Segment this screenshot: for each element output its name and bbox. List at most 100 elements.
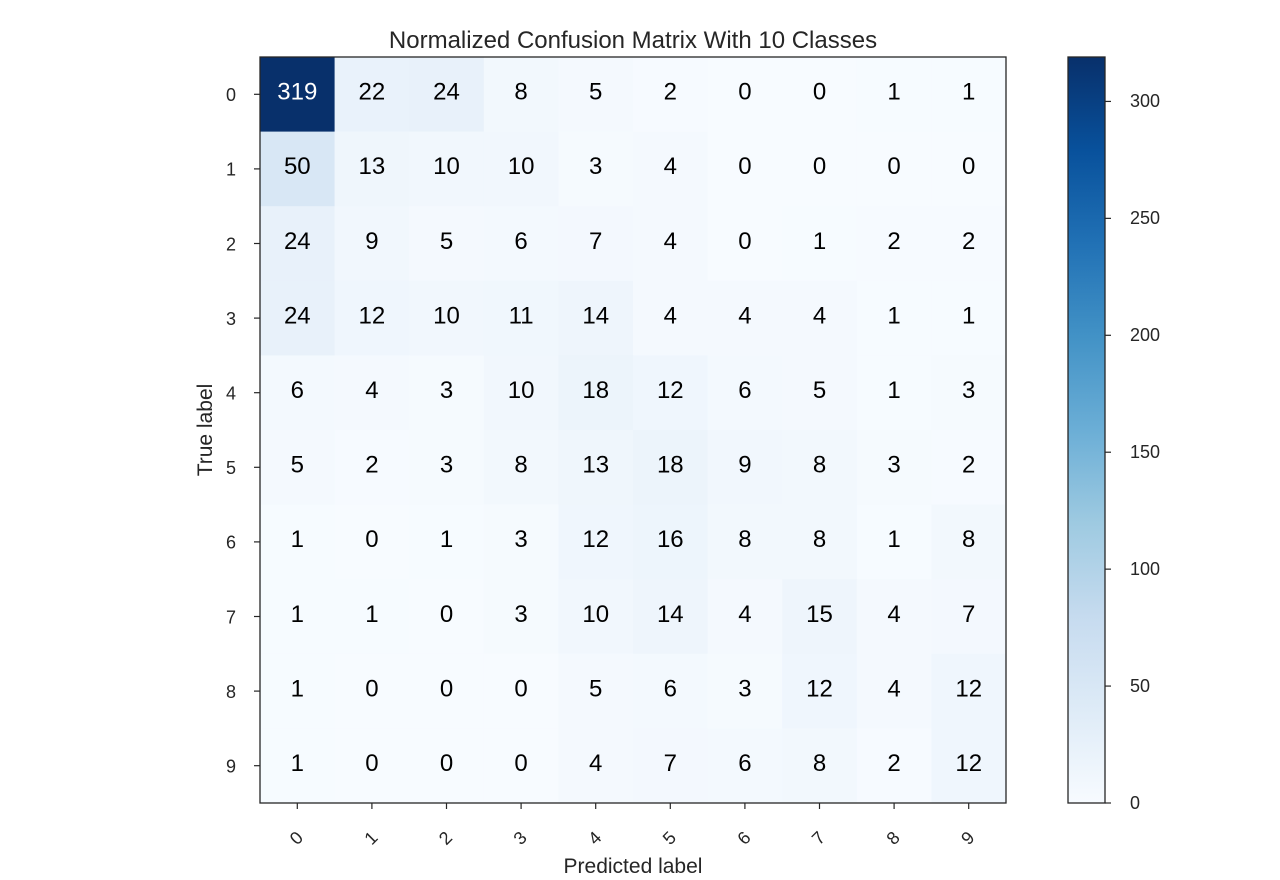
- matrix-cell: [260, 355, 336, 431]
- matrix-cell: [856, 579, 932, 655]
- cell-value-label: 0: [514, 675, 527, 702]
- matrix-cell: [633, 728, 709, 804]
- matrix-cell: [931, 653, 1007, 729]
- matrix-cell: [707, 579, 783, 655]
- y-tick-label: 1: [226, 160, 236, 180]
- cell-value-label: 1: [440, 526, 453, 553]
- x-tick-label: 9: [957, 828, 978, 849]
- cell-value-label: 14: [582, 302, 609, 329]
- colorbar-tick-label: 200: [1130, 325, 1160, 345]
- matrix-cell: [483, 280, 559, 356]
- y-tick-label: 9: [226, 756, 236, 776]
- cell-value-label: 10: [433, 153, 460, 180]
- matrix-cell: [260, 131, 336, 207]
- cell-value-label: 8: [514, 452, 527, 479]
- matrix-cell: [782, 430, 858, 506]
- cell-value-label: 4: [664, 228, 677, 255]
- matrix-cell: [633, 131, 709, 207]
- cell-value-label: 6: [664, 675, 677, 702]
- matrix-cell: [483, 653, 559, 729]
- x-tick-label: 5: [659, 828, 680, 849]
- x-axis-label: Predicted label: [564, 855, 703, 878]
- cell-value-label: 3: [962, 377, 975, 404]
- matrix-cell: [558, 430, 634, 506]
- matrix-cell: [856, 57, 932, 133]
- x-tick-label: 3: [510, 828, 531, 849]
- cell-value-label: 4: [887, 601, 900, 628]
- cell-value-label: 3: [589, 153, 602, 180]
- matrix-cell: [782, 355, 858, 431]
- cell-value-label: 12: [806, 675, 833, 702]
- cell-value-label: 0: [738, 228, 751, 255]
- matrix-cell: [782, 504, 858, 580]
- y-tick-label: 5: [226, 458, 236, 478]
- cell-value-label: 8: [514, 79, 527, 106]
- cell-value-label: 50: [284, 153, 311, 180]
- cell-value-label: 10: [582, 601, 609, 628]
- matrix-cell: [260, 280, 336, 356]
- cell-value-label: 24: [284, 302, 311, 329]
- x-tick-label: 6: [733, 828, 754, 849]
- colorbar-tick-label: 0: [1130, 793, 1140, 813]
- matrix-cell: [633, 430, 709, 506]
- cell-value-label: 13: [582, 452, 609, 479]
- cell-value-label: 0: [813, 153, 826, 180]
- cell-value-label: 0: [962, 153, 975, 180]
- matrix-cells: [260, 57, 1007, 804]
- cell-value-label: 3: [440, 452, 453, 479]
- cell-value-label: 3: [514, 526, 527, 553]
- matrix-cell: [409, 206, 485, 282]
- cell-value-label: 1: [291, 601, 304, 628]
- matrix-cell: [633, 280, 709, 356]
- cell-value-label: 8: [813, 526, 826, 553]
- cell-value-label: 7: [962, 601, 975, 628]
- matrix-cell: [260, 57, 336, 133]
- colorbar-tick-label: 150: [1130, 442, 1160, 462]
- cell-value-label: 3: [514, 601, 527, 628]
- matrix-cell: [782, 728, 858, 804]
- cell-value-label: 2: [962, 452, 975, 479]
- matrix-cell: [931, 579, 1007, 655]
- cell-value-label: 10: [508, 377, 535, 404]
- cell-value-label: 4: [664, 302, 677, 329]
- matrix-cell: [334, 430, 410, 506]
- y-tick-label: 6: [226, 533, 236, 553]
- matrix-cell: [409, 504, 485, 580]
- cell-value-label: 2: [664, 79, 677, 106]
- cell-value-label: 6: [514, 228, 527, 255]
- cell-value-label: 24: [433, 79, 460, 106]
- matrix-cell: [260, 206, 336, 282]
- matrix-cell: [409, 653, 485, 729]
- cell-value-label: 5: [589, 675, 602, 702]
- cell-value-label: 24: [284, 228, 311, 255]
- matrix-cell: [334, 504, 410, 580]
- cell-value-label: 1: [887, 526, 900, 553]
- cell-value-label: 0: [813, 79, 826, 106]
- y-tick-label: 7: [226, 607, 236, 627]
- matrix-cell: [707, 131, 783, 207]
- matrix-cell: [334, 131, 410, 207]
- matrix-cell: [260, 728, 336, 804]
- cell-value-label: 10: [508, 153, 535, 180]
- matrix-cell: [483, 57, 559, 133]
- matrix-cell: [558, 653, 634, 729]
- matrix-cell: [558, 280, 634, 356]
- matrix-cell: [409, 131, 485, 207]
- matrix-cell: [856, 728, 932, 804]
- cell-value-label: 14: [657, 601, 684, 628]
- matrix-cell: [782, 57, 858, 133]
- x-tick-label: 0: [286, 828, 307, 849]
- matrix-cell: [856, 430, 932, 506]
- matrix-cell: [707, 206, 783, 282]
- matrix-cell: [558, 131, 634, 207]
- cell-value-label: 3: [887, 452, 900, 479]
- colorbar-tick-label: 300: [1130, 91, 1160, 111]
- cell-value-label: 0: [738, 79, 751, 106]
- matrix-cell: [782, 653, 858, 729]
- cell-value-label: 1: [887, 302, 900, 329]
- cell-value-label: 0: [365, 750, 378, 777]
- cell-value-label: 12: [955, 675, 982, 702]
- matrix-frame: [259, 56, 1007, 804]
- matrix-cell: [260, 430, 336, 506]
- matrix-cell: [558, 504, 634, 580]
